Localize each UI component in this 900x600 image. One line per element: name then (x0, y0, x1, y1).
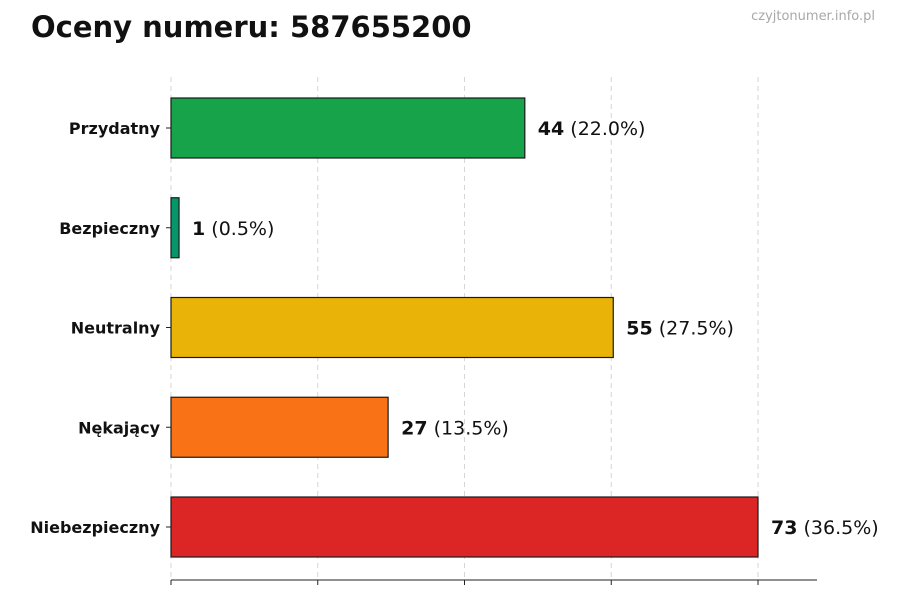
value-percent: (27.5%) (653, 318, 734, 340)
category-label: Nękający (78, 418, 160, 437)
bar (170, 496, 759, 558)
watermark: czyjtonumer.info.pl (751, 9, 875, 24)
gridlines (170, 77, 759, 580)
value-label: 1 (0.5%) (192, 218, 274, 240)
value-label: 27 (13.5%) (401, 417, 509, 439)
labels: Przydatny 44 (22.0%) Bezpieczny 1 (0.5%) Neu… (30, 118, 878, 539)
value-count: 73 (771, 517, 797, 539)
value-percent: (22.0%) (564, 118, 645, 140)
category-label: Niebezpieczny (30, 518, 160, 537)
value-percent: (36.5%) (797, 517, 878, 539)
bars (170, 97, 759, 558)
value-label: 73 (36.5%) (771, 517, 879, 539)
category-label: Neutralny (71, 319, 161, 338)
value-percent: (13.5%) (428, 417, 509, 439)
value-count: 44 (538, 118, 564, 140)
category-label: Bezpieczny (59, 219, 160, 238)
value-label: 55 (27.5%) (626, 318, 734, 340)
bar (170, 97, 526, 159)
bar (170, 197, 180, 259)
value-count: 1 (192, 218, 205, 240)
value-percent: (0.5%) (205, 218, 274, 240)
value-count: 27 (401, 417, 427, 439)
bar (170, 396, 389, 458)
chart-title: Oceny numeru: 587655200 (31, 10, 472, 44)
category-label: Przydatny (69, 119, 161, 138)
value-label: 44 (22.0%) (538, 118, 646, 140)
axes (166, 127, 817, 585)
bar (170, 296, 614, 359)
value-count: 55 (626, 318, 652, 340)
